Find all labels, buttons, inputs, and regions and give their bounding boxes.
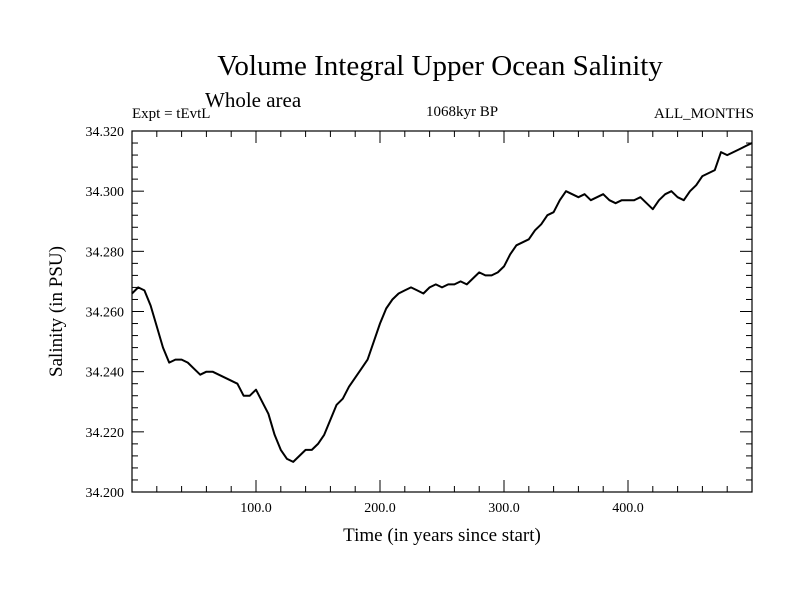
y-tick-label: 34.200 [86, 486, 125, 501]
chart-subtitle: Whole area [205, 88, 302, 112]
y-tick-label: 34.300 [86, 185, 125, 200]
axis-tick-labels: 100.0 200.0 300.0 400.0 34.200 34.220 34.240 34… [86, 125, 644, 516]
y-tick-label: 34.240 [86, 366, 125, 381]
y-tick-label: 34.260 [86, 306, 125, 321]
x-tick-label: 400.0 [612, 501, 644, 516]
axis-ticks [132, 131, 752, 492]
x-tick-label: 300.0 [488, 501, 520, 516]
months-label: ALL_MONTHS [654, 106, 754, 122]
x-tick-label: 200.0 [364, 501, 396, 516]
x-axis-label: Time (in years since start) [343, 525, 541, 546]
plot-frame [131, 130, 753, 493]
salinity-series-line [131, 142, 753, 463]
y-tick-label: 34.280 [86, 245, 125, 260]
y-axis-label: Salinity (in PSU) [46, 246, 67, 377]
chart-title: Volume Integral Upper Ocean Salinity [217, 50, 663, 82]
y-tick-label: 34.320 [86, 125, 125, 140]
experiment-label: Expt = tEvtL [132, 106, 211, 122]
y-tick-label: 34.220 [86, 426, 125, 441]
period-label: 1068kyr BP [425, 104, 499, 120]
x-tick-label: 100.0 [240, 501, 272, 516]
